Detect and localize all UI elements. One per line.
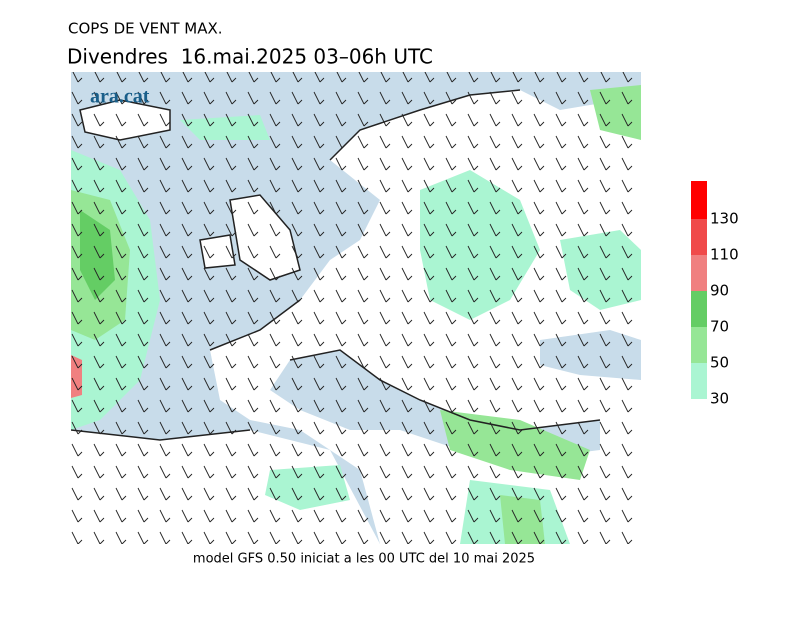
colorbar-segment <box>691 219 707 255</box>
colorbar-label: 50 <box>710 354 729 372</box>
colorbar-label: 30 <box>710 390 729 408</box>
title: COPS DE VENT MAX. <box>68 20 223 38</box>
colorbar-segment <box>691 363 707 399</box>
map: ara.cat <box>71 72 641 544</box>
footer: model GFS 0.50 iniciat a les 00 UTC del … <box>193 552 535 567</box>
colorbar-segment <box>691 255 707 291</box>
colorbar-label: 130 <box>710 210 739 228</box>
colorbar-segment <box>691 327 707 363</box>
colorbar-segment <box>691 181 707 219</box>
logo: ara.cat <box>90 86 150 108</box>
colorbar-label: 70 <box>710 318 729 336</box>
colorbar: 30 50 70 90 110 130 <box>691 181 739 408</box>
colorbar-segment <box>691 291 707 327</box>
colorbar-label: 110 <box>710 246 739 264</box>
subtitle: Divendres 16.mai.2025 03–06h UTC <box>67 45 433 69</box>
colorbar-label: 90 <box>710 282 729 300</box>
